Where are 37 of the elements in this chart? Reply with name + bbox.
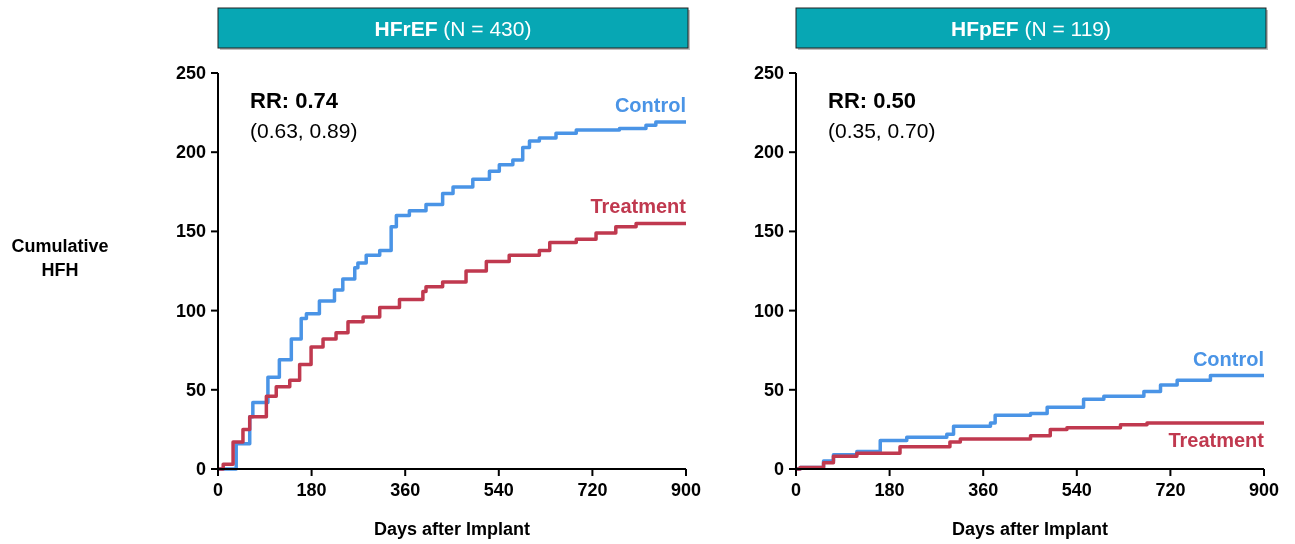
x-tick-label: 360 [390, 480, 421, 500]
x-tick-label: 180 [296, 480, 327, 500]
series-label: Control [1192, 347, 1264, 370]
y-axis-title: Cumulative HFH [11, 236, 109, 280]
y-tick-label: 150 [175, 221, 206, 242]
x-tick-label: 0 [212, 480, 224, 500]
y-tick-label: 0 [773, 459, 784, 479]
y-tick-label: 50 [763, 379, 784, 400]
chart-title: HFpEF (N = 119) [950, 17, 1112, 40]
series-label: Treatment [590, 195, 687, 218]
y-tick-label: 0 [195, 459, 206, 479]
y-tick-label: 100 [175, 300, 206, 321]
x-tick-label: 360 [968, 480, 999, 500]
annotation: (0.35, 0.70) [828, 119, 936, 142]
x-tick-label: 900 [1248, 480, 1280, 500]
y-tick-label: 250 [175, 63, 206, 83]
x-tick-label: 0 [790, 480, 802, 500]
y-tick-label: 50 [185, 379, 206, 400]
y-tick-label: 200 [753, 142, 784, 163]
y-tick-label: 200 [175, 142, 206, 163]
series-label: Treatment [1168, 429, 1265, 452]
x-tick-label: 540 [1061, 480, 1092, 500]
x-tick-label: 720 [1155, 480, 1186, 500]
x-axis-title: Days after Implant [951, 519, 1109, 539]
x-tick-label: 900 [670, 480, 702, 500]
annotation: RR: 0.74 [250, 88, 339, 113]
y-tick-label: 100 [753, 300, 784, 321]
chart-title: HFrEF (N = 430) [374, 17, 532, 40]
annotation: (0.63, 0.89) [250, 119, 358, 142]
x-tick-label: 180 [874, 480, 905, 500]
y-tick-label: 250 [753, 63, 784, 83]
x-tick-label: 540 [483, 480, 514, 500]
series-label: Control [614, 94, 686, 117]
annotation: RR: 0.50 [828, 88, 917, 113]
x-tick-label: 720 [577, 480, 608, 500]
y-tick-label: 150 [753, 221, 784, 242]
x-axis-title: Days after Implant [373, 519, 531, 539]
